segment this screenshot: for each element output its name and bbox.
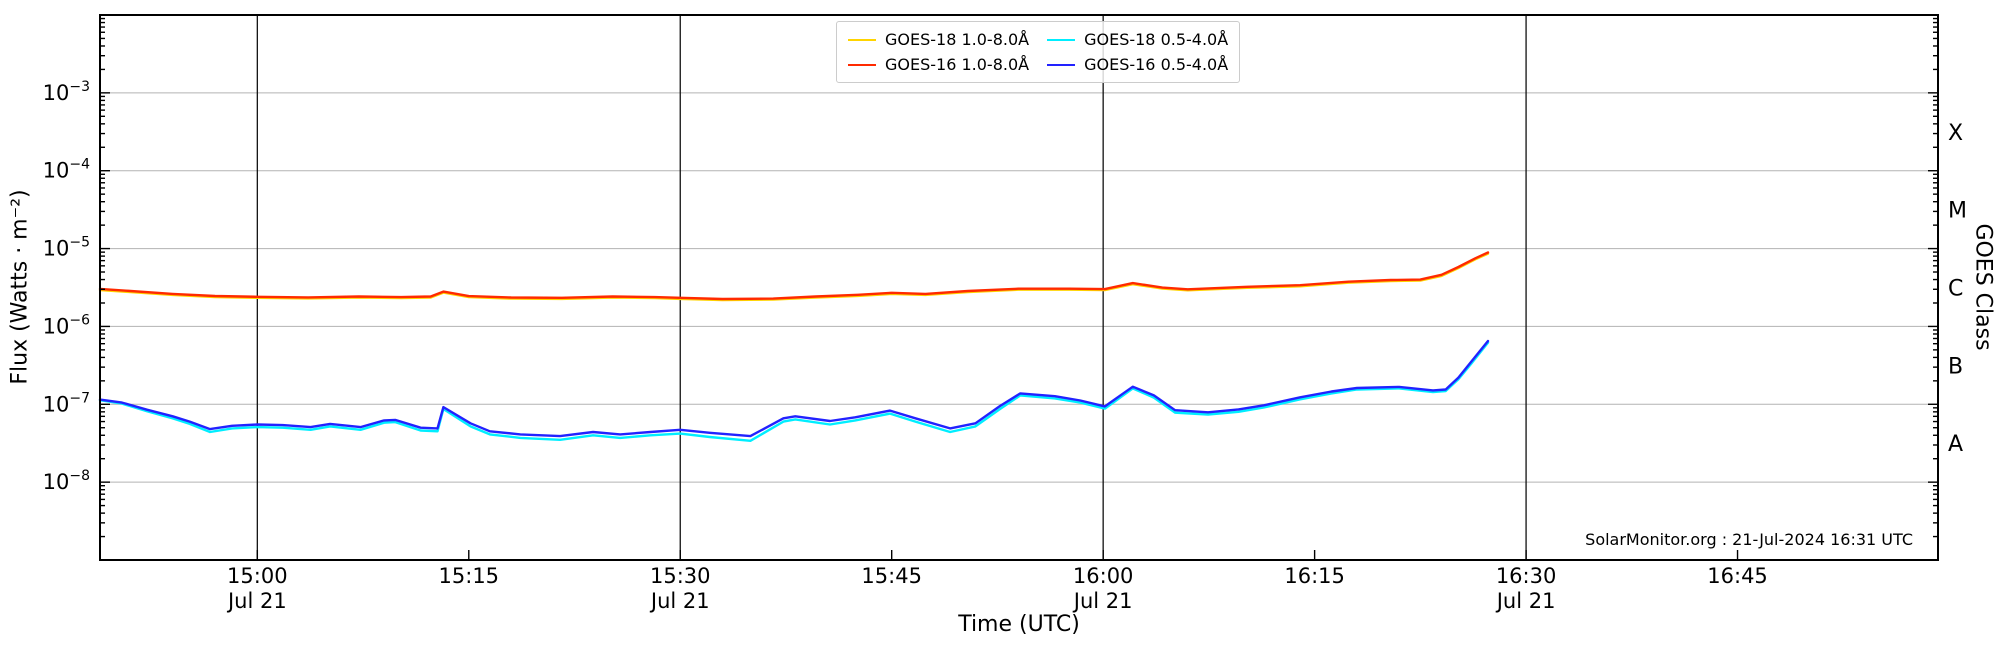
y-ticks [100, 17, 1938, 538]
legend-label: GOES-18 0.5-4.0Å [1084, 30, 1229, 49]
x-tick-sub-label: Jul 21 [649, 589, 710, 613]
goes-class-label: X [1948, 121, 1963, 146]
legend-label: GOES-18 1.0-8.0Å [885, 30, 1030, 49]
series-goes-18-0-5-4-0- [98, 341, 1490, 442]
x-tick-label: 15:00 [227, 564, 288, 588]
legend-swatch-goes16-short-icon [1047, 63, 1076, 66]
series-goes-16-0-5-4-0- [98, 339, 1490, 438]
legend-label: GOES-16 0.5-4.0Å [1084, 55, 1229, 74]
x-tick-sub-label: Jul 21 [1072, 589, 1133, 613]
y-axis-right-title: GOES Class [1970, 223, 1996, 351]
legend-entry-goes18-long: GOES-18 1.0-8.0Å [848, 29, 1029, 50]
vertical-gridlines [256, 15, 1527, 560]
y-tick-label: 10−8 [43, 468, 90, 494]
y-tick-label: 10−5 [43, 235, 90, 261]
x-tick-label: 15:15 [439, 564, 500, 588]
goes-class-label: B [1948, 354, 1963, 379]
legend-entry-goes16-long: GOES-16 1.0-8.0Å [848, 54, 1029, 75]
goes-class-label: C [1948, 277, 1963, 302]
x-tick-label: 16:00 [1073, 564, 1134, 588]
legend-swatch-goes16-long-icon [848, 63, 876, 66]
goes-class-labels: X M C B A [1948, 121, 1967, 457]
y-tick-label: 10−4 [43, 157, 90, 183]
y-tick-labels: 10−3 10−4 10−5 10−6 10−7 10−8 [43, 79, 90, 494]
y-tick-label: 10−3 [43, 79, 90, 105]
x-ticks [256, 550, 1739, 560]
plot-frame [99, 14, 1939, 561]
legend-entry-goes16-short: GOES-16 0.5-4.0Å [1047, 54, 1228, 75]
legend-swatch-goes18-short-icon [1047, 38, 1076, 41]
horizontal-gridlines [100, 92, 1938, 483]
watermark-text: SolarMonitor.org : 21-Jul-2024 16:31 UTC [1585, 530, 1913, 549]
legend-label: GOES-16 1.0-8.0Å [885, 55, 1030, 74]
x-tick-label: 16:15 [1284, 564, 1345, 588]
x-tick-label: 16:30 [1496, 564, 1557, 588]
legend-swatch-goes18-long-icon [848, 38, 876, 41]
legend-entry-goes18-short: GOES-18 0.5-4.0Å [1047, 29, 1228, 50]
goes-class-label: M [1948, 199, 1967, 224]
y-tick-label: 10−6 [43, 312, 90, 338]
y-axis-left-title: Flux (Watts · m⁻²) [7, 189, 33, 385]
series-goes-18-1-0-8-0- [98, 252, 1490, 302]
x-tick-label: 16:45 [1707, 564, 1768, 588]
legend: GOES-18 1.0-8.0Å GOES-16 1.0-8.0Å GOES-1… [836, 21, 1241, 83]
x-tick-label: 15:30 [650, 564, 711, 588]
x-axis-title: Time (UTC) [958, 612, 1080, 637]
y-tick-label: 10−7 [43, 390, 90, 416]
goes-class-label: A [1948, 432, 1963, 457]
x-tick-sub-label: Jul 21 [226, 589, 287, 613]
x-tick-label: 15:45 [861, 564, 922, 588]
series-goes-16-1-0-8-0- [98, 251, 1490, 301]
x-tick-sub-label: Jul 21 [1495, 589, 1556, 613]
